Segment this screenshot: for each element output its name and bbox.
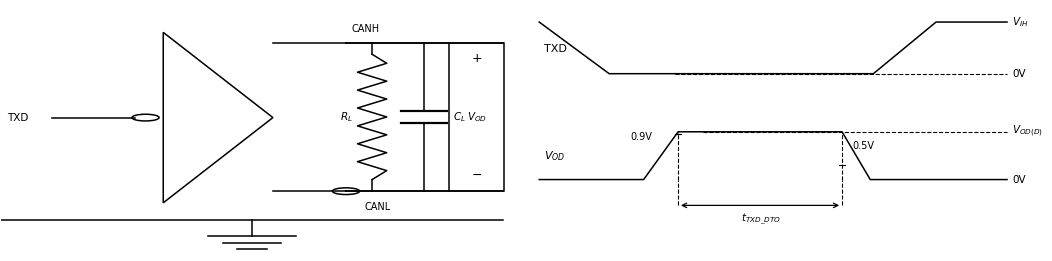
Text: $V_{OD}$: $V_{OD}$	[466, 110, 487, 124]
Text: TXD: TXD	[6, 112, 28, 123]
Text: $t_{TXD\_DTO}$: $t_{TXD\_DTO}$	[741, 212, 781, 227]
Text: $C_L$: $C_L$	[452, 110, 465, 124]
Text: TXD: TXD	[545, 44, 567, 54]
Text: +: +	[471, 52, 482, 65]
Text: $V_{OD(D)}$: $V_{OD(D)}$	[1012, 124, 1044, 139]
Text: CANL: CANL	[365, 201, 391, 211]
Text: CANH: CANH	[351, 24, 380, 34]
Text: $R_L$: $R_L$	[341, 110, 353, 124]
Text: 0V: 0V	[1012, 175, 1026, 185]
Bar	[449, 43, 504, 191]
Text: 0.5V: 0.5V	[852, 141, 874, 151]
Text: 0.9V: 0.9V	[630, 132, 652, 142]
Text: $V_{OD}$: $V_{OD}$	[545, 149, 566, 163]
Text: 0V: 0V	[1012, 69, 1026, 79]
Text: $V_{IH}$: $V_{IH}$	[1012, 15, 1029, 29]
Text: −: −	[471, 169, 482, 182]
